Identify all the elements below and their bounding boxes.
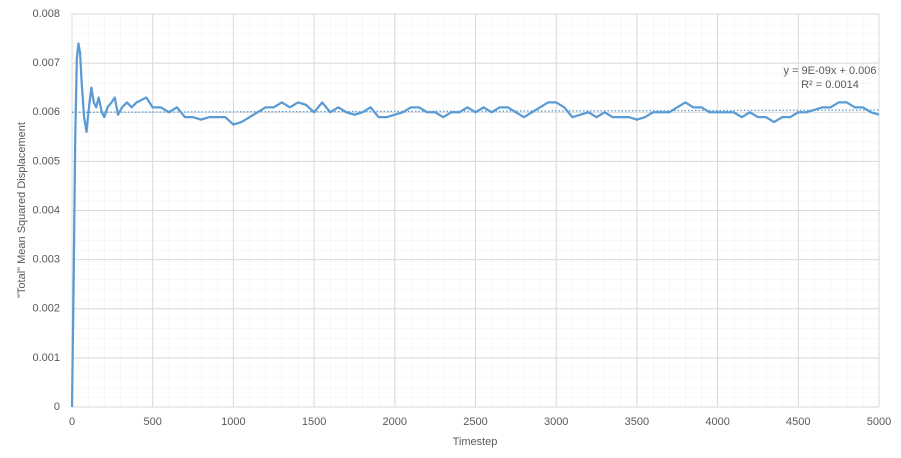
x-tick-label: 0: [69, 416, 75, 428]
x-tick-label: 3500: [625, 416, 649, 428]
x-tick-label: 4500: [786, 416, 810, 428]
trendline-equation: y = 9E-09x + 0.006: [784, 65, 877, 77]
trendline: [71, 109, 880, 113]
x-tick-label: 4000: [705, 416, 729, 428]
y-tick-label: 0: [54, 401, 60, 413]
y-tick-label: 0.005: [32, 155, 60, 167]
x-tick-label: 1000: [221, 416, 245, 428]
x-tick-label: 2500: [463, 416, 487, 428]
data-line: [70, 42, 880, 408]
y-axis-title: "Total" Mean Squared Displacement: [16, 122, 28, 298]
y-tick-label: 0.008: [32, 8, 60, 20]
y-tick-label: 0.006: [32, 106, 60, 118]
x-tick-label: 2000: [383, 416, 407, 428]
y-tick-label: 0.003: [32, 254, 60, 266]
y-tick-label: 0.002: [32, 303, 60, 315]
y-tick-label: 0.007: [32, 57, 60, 69]
x-tick-label: 500: [144, 416, 162, 428]
trendline-r-squared: R² = 0.0014: [801, 79, 859, 91]
x-tick-label: 3000: [544, 416, 568, 428]
y-tick-label: 0.001: [32, 352, 60, 364]
y-tick-label: 0.004: [32, 204, 60, 216]
x-tick-label: 1500: [302, 416, 326, 428]
x-axis-title: Timestep: [453, 436, 498, 448]
x-tick-label: 5000: [867, 416, 891, 428]
